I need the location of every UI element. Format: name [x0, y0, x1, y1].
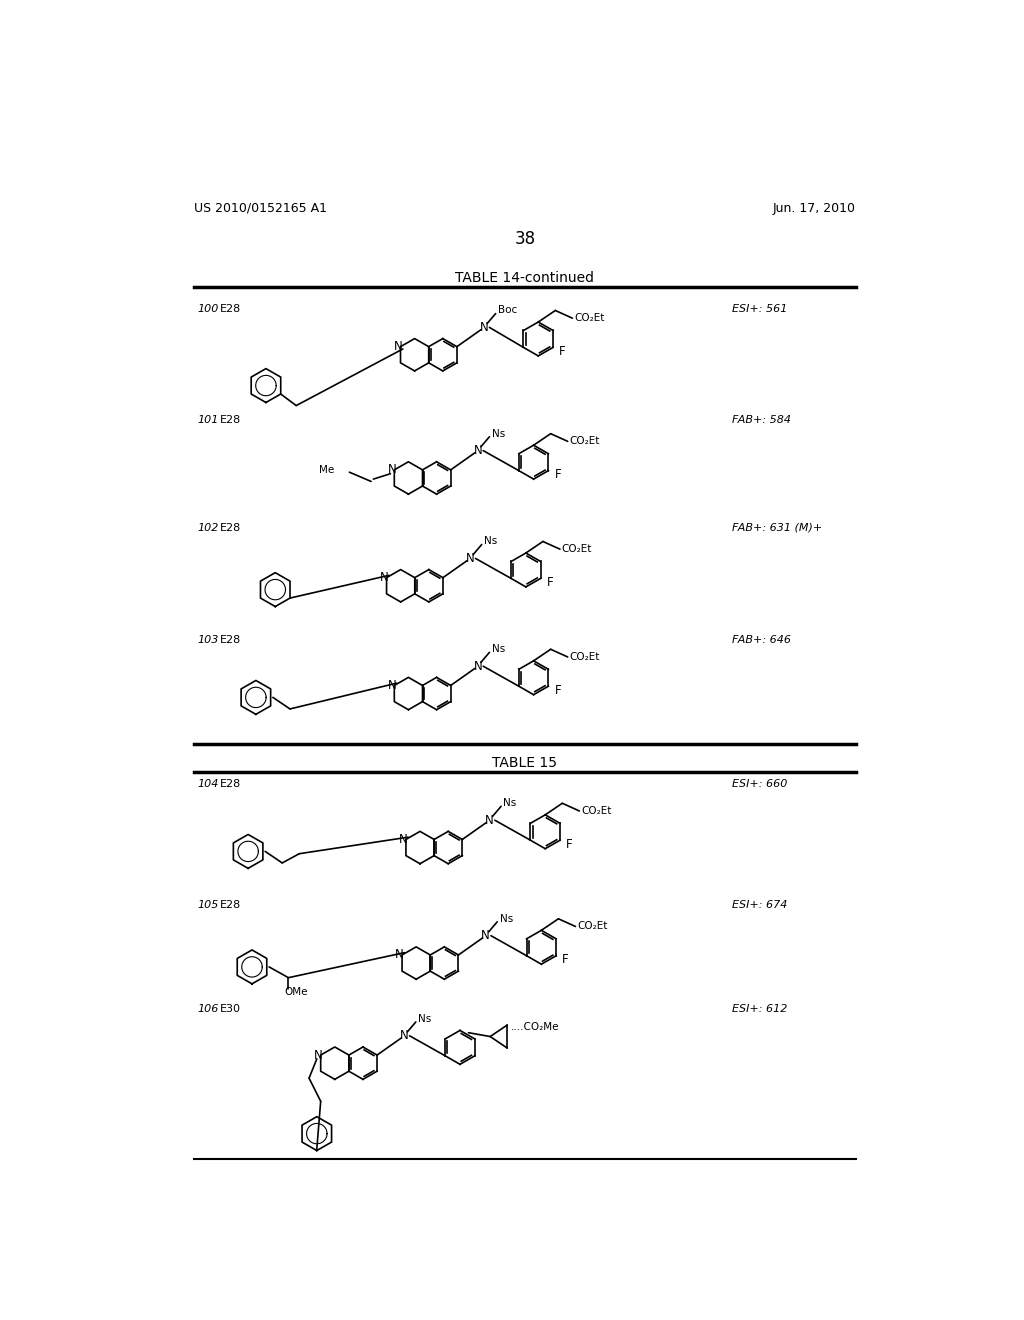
Text: 106: 106 — [198, 1005, 219, 1014]
Text: F: F — [566, 838, 572, 850]
Text: E30: E30 — [219, 1005, 241, 1014]
Text: N: N — [399, 833, 408, 846]
Text: 103: 103 — [198, 635, 219, 644]
Text: 104: 104 — [198, 779, 219, 788]
Text: 101: 101 — [198, 416, 219, 425]
Text: CO₂Et: CO₂Et — [561, 544, 592, 554]
Text: OMe: OMe — [285, 986, 308, 997]
Text: N: N — [380, 572, 389, 585]
Text: E28: E28 — [219, 523, 241, 533]
Text: Jun. 17, 2010: Jun. 17, 2010 — [773, 202, 856, 215]
Text: F: F — [559, 345, 566, 358]
Text: F: F — [555, 469, 561, 480]
Text: US 2010/0152165 A1: US 2010/0152165 A1 — [194, 202, 327, 215]
Text: N: N — [466, 552, 474, 565]
Text: ESI+: 561: ESI+: 561 — [732, 304, 787, 314]
Text: N: N — [479, 321, 488, 334]
Text: N: N — [399, 1030, 409, 1043]
Text: 38: 38 — [514, 230, 536, 248]
Text: CO₂Et: CO₂Et — [573, 313, 604, 323]
Text: Ns: Ns — [504, 799, 517, 808]
Text: N: N — [394, 341, 402, 354]
Text: FAB+: 646: FAB+: 646 — [732, 635, 792, 644]
Text: CO₂Et: CO₂Et — [569, 437, 600, 446]
Text: CO₂Et: CO₂Et — [569, 652, 600, 661]
Text: ESI+: 674: ESI+: 674 — [732, 900, 787, 911]
Text: FAB+: 631 (M)+: FAB+: 631 (M)+ — [732, 523, 822, 533]
Text: Ns: Ns — [500, 913, 513, 924]
Text: Ns: Ns — [492, 429, 505, 438]
Text: F: F — [555, 684, 561, 697]
Text: N: N — [481, 929, 489, 942]
Text: N: N — [388, 463, 396, 477]
Text: ESI+: 612: ESI+: 612 — [732, 1005, 787, 1014]
Text: N: N — [388, 678, 396, 692]
Text: 102: 102 — [198, 523, 219, 533]
Text: Ns: Ns — [492, 644, 505, 655]
Text: TABLE 15: TABLE 15 — [493, 756, 557, 770]
Text: Ns: Ns — [484, 536, 498, 546]
Text: E28: E28 — [219, 304, 241, 314]
Text: N: N — [473, 660, 482, 673]
Text: E28: E28 — [219, 900, 241, 911]
Text: E28: E28 — [219, 635, 241, 644]
Text: ESI+: 660: ESI+: 660 — [732, 779, 787, 788]
Text: Me: Me — [318, 465, 334, 475]
Text: TABLE 14-continued: TABLE 14-continued — [456, 271, 594, 285]
Text: Ns: Ns — [418, 1014, 431, 1024]
Text: CO₂Et: CO₂Et — [577, 921, 607, 932]
Text: N: N — [395, 949, 404, 961]
Text: N: N — [314, 1048, 323, 1061]
Text: CO₂Et: CO₂Et — [581, 807, 611, 816]
Text: E28: E28 — [219, 779, 241, 788]
Text: 105: 105 — [198, 900, 219, 911]
Text: 100: 100 — [198, 304, 219, 314]
Text: E28: E28 — [219, 416, 241, 425]
Text: N: N — [485, 813, 494, 826]
Text: Boc: Boc — [498, 305, 517, 315]
Text: F: F — [562, 953, 569, 966]
Text: N: N — [473, 444, 482, 457]
Text: ....CO₂Me: ....CO₂Me — [511, 1022, 560, 1032]
Text: FAB+: 584: FAB+: 584 — [732, 416, 792, 425]
Text: F: F — [547, 576, 553, 589]
